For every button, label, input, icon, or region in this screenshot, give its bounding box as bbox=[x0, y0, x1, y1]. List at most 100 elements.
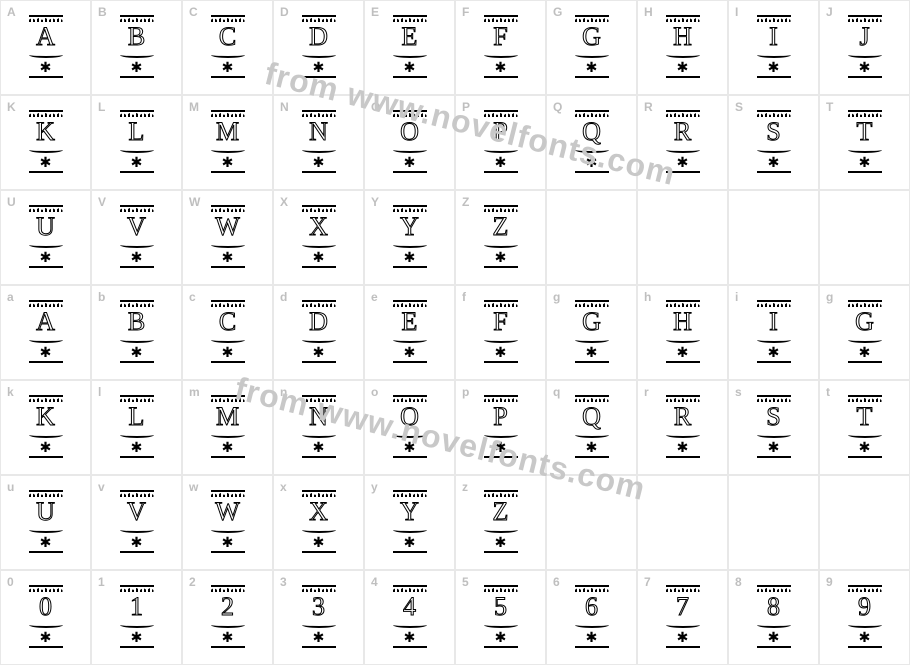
wavy-line-icon bbox=[211, 302, 245, 307]
wavy-line-icon bbox=[484, 587, 518, 592]
wavy-line-icon bbox=[666, 112, 700, 117]
glyph-letter: M bbox=[216, 119, 239, 145]
glyph: W✱ bbox=[208, 205, 248, 275]
grid-cell: DD✱ bbox=[273, 0, 364, 95]
wavy-line-icon bbox=[393, 17, 427, 22]
glyph-letter: R bbox=[674, 404, 691, 430]
glyph: R✱ bbox=[663, 110, 703, 180]
glyph-letter: S bbox=[766, 404, 780, 430]
glyph-letter: G bbox=[582, 24, 601, 50]
glyph: L✱ bbox=[117, 110, 157, 180]
grid-cell: PP✱ bbox=[455, 95, 546, 190]
glyph-letter: F bbox=[493, 309, 507, 335]
star-icon: ✱ bbox=[677, 60, 689, 74]
cell-label: x bbox=[280, 480, 287, 494]
wavy-line-icon bbox=[484, 17, 518, 22]
glyph-letter: M bbox=[216, 404, 239, 430]
grid-cell: MM✱ bbox=[182, 95, 273, 190]
grid-cell: GG✱ bbox=[546, 0, 637, 95]
grid-cell: gG✱ bbox=[546, 285, 637, 380]
cell-label: S bbox=[735, 100, 743, 114]
wavy-line-icon bbox=[302, 397, 336, 402]
glyph-letter: N bbox=[309, 119, 328, 145]
grid-row: AA✱BB✱CC✱DD✱EE✱FF✱GG✱HH✱II✱JJ✱ bbox=[0, 0, 911, 95]
grid-cell: gG✱ bbox=[819, 285, 910, 380]
wavy-line-icon bbox=[575, 302, 609, 307]
grid-cell: VV✱ bbox=[91, 190, 182, 285]
grid-cell: ZZ✱ bbox=[455, 190, 546, 285]
star-icon: ✱ bbox=[131, 440, 143, 454]
grid-cell: AA✱ bbox=[0, 0, 91, 95]
wavy-line-icon bbox=[120, 112, 154, 117]
wavy-line-icon bbox=[757, 587, 791, 592]
glyph-letter: U bbox=[36, 499, 55, 525]
grid-cell: kK✱ bbox=[0, 380, 91, 475]
glyph-letter: Y bbox=[400, 214, 419, 240]
grid-cell: TT✱ bbox=[819, 95, 910, 190]
cell-label: p bbox=[462, 385, 469, 399]
glyph-letter: O bbox=[400, 404, 419, 430]
grid-cell: vV✱ bbox=[91, 475, 182, 570]
cell-label: R bbox=[644, 100, 653, 114]
grid-cell: dD✱ bbox=[273, 285, 364, 380]
grid-cell: WW✱ bbox=[182, 190, 273, 285]
star-icon: ✱ bbox=[40, 60, 52, 74]
glyph: T✱ bbox=[845, 110, 885, 180]
wavy-line-icon bbox=[666, 587, 700, 592]
grid-cell: oO✱ bbox=[364, 380, 455, 475]
wavy-line-icon bbox=[575, 587, 609, 592]
wavy-line-icon bbox=[302, 17, 336, 22]
star-icon: ✱ bbox=[131, 630, 143, 644]
glyph-letter: H bbox=[673, 309, 692, 335]
glyph: B✱ bbox=[117, 300, 157, 370]
star-icon: ✱ bbox=[313, 60, 325, 74]
star-icon: ✱ bbox=[768, 630, 780, 644]
grid-cell: sS✱ bbox=[728, 380, 819, 475]
grid-cell bbox=[728, 190, 819, 285]
wavy-line-icon bbox=[666, 397, 700, 402]
glyph: Y✱ bbox=[390, 205, 430, 275]
wavy-line-icon bbox=[575, 397, 609, 402]
wavy-line-icon bbox=[848, 302, 882, 307]
glyph-letter: J bbox=[859, 24, 869, 50]
star-icon: ✱ bbox=[222, 630, 234, 644]
glyph: C✱ bbox=[208, 15, 248, 85]
grid-cell: 55✱ bbox=[455, 570, 546, 665]
wavy-line-icon bbox=[484, 397, 518, 402]
cell-label: w bbox=[189, 480, 198, 494]
glyph: X✱ bbox=[299, 490, 339, 560]
cell-label: 0 bbox=[7, 575, 14, 589]
grid-cell: OO✱ bbox=[364, 95, 455, 190]
grid-cell bbox=[637, 475, 728, 570]
grid-cell bbox=[819, 190, 910, 285]
wavy-line-icon bbox=[848, 17, 882, 22]
cell-label: c bbox=[189, 290, 196, 304]
star-icon: ✱ bbox=[40, 535, 52, 549]
grid-row: KK✱LL✱MM✱NN✱OO✱PP✱QQ✱RR✱SS✱TT✱ bbox=[0, 95, 911, 190]
grid-cell: LL✱ bbox=[91, 95, 182, 190]
glyph: O✱ bbox=[390, 110, 430, 180]
cell-label: D bbox=[280, 5, 289, 19]
glyph-letter: P bbox=[493, 119, 507, 145]
grid-cell: iI✱ bbox=[728, 285, 819, 380]
glyph-letter: B bbox=[128, 309, 145, 335]
wavy-line-icon bbox=[848, 397, 882, 402]
glyph: M✱ bbox=[208, 110, 248, 180]
glyph: F✱ bbox=[481, 300, 521, 370]
wavy-line-icon bbox=[848, 112, 882, 117]
grid-cell: FF✱ bbox=[455, 0, 546, 95]
glyph-letter: T bbox=[857, 119, 873, 145]
wavy-line-icon bbox=[29, 207, 63, 212]
grid-cell: CC✱ bbox=[182, 0, 273, 95]
star-icon: ✱ bbox=[404, 60, 416, 74]
wavy-line-icon bbox=[393, 397, 427, 402]
glyph: 1✱ bbox=[117, 585, 157, 655]
star-icon: ✱ bbox=[677, 630, 689, 644]
glyph: T✱ bbox=[845, 395, 885, 465]
star-icon: ✱ bbox=[40, 630, 52, 644]
glyph: X✱ bbox=[299, 205, 339, 275]
grid-row: UU✱VV✱WW✱XX✱YY✱ZZ✱ bbox=[0, 190, 911, 285]
wavy-line-icon bbox=[666, 302, 700, 307]
wavy-line-icon bbox=[484, 302, 518, 307]
wavy-line-icon bbox=[848, 587, 882, 592]
